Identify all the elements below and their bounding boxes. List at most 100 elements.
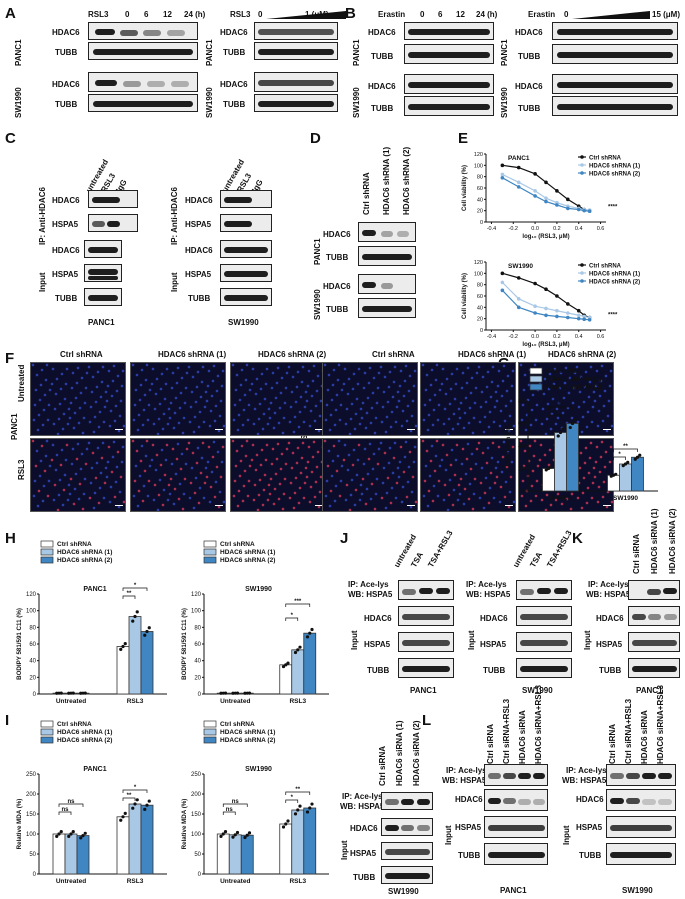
legend-swatch [529, 375, 543, 383]
legend-marker [580, 263, 584, 267]
chart-h-panc1: 0 20 40 60 80 100 120 BODIPY 581/591 C11 (%) PAN… [16, 540, 167, 705]
blot [552, 44, 678, 64]
legend-swatch [529, 367, 543, 375]
panel-label-h: H [5, 530, 16, 547]
c2-input-label: Input [170, 272, 179, 292]
f-col-ctrl: Ctrl shRNA [60, 350, 103, 359]
k2-lane-si2: HDAC6 siRNA (2) [412, 720, 421, 787]
data-point [568, 425, 572, 430]
x-tick-label: -0.4 [487, 334, 496, 340]
l-lane-3: HDAC6 siRNA [518, 710, 527, 764]
l-lane-4: HDAC6 siRNA+RSL3 [534, 685, 543, 764]
k-cell-panc1: PANC1 [636, 686, 663, 695]
chart-i-sw1990: 0 50 100 150 200 250 Relative MDA (%) SW1990 Unt… [181, 720, 329, 885]
blot [398, 580, 454, 600]
legend-label: Ctrl shRNA [220, 721, 255, 728]
chart-title: SW1990 [245, 586, 272, 593]
data-point [247, 831, 252, 835]
data-point [123, 642, 127, 646]
data-point [143, 807, 147, 811]
legend-marker [580, 171, 584, 175]
data-point [223, 691, 228, 695]
y-tick-label: 200 [26, 792, 37, 798]
l2-ip: IP: Ace-lys [566, 766, 607, 775]
data-point [81, 834, 85, 838]
legend-label: HDAC6 shRNA (1) [220, 729, 275, 736]
x-tick-label: 0.0 [531, 334, 539, 340]
data-point [83, 691, 87, 695]
y-tick-label: 0 [33, 872, 37, 878]
l2-lbl-tubb: TUBB [579, 851, 602, 860]
k2-cell-sw1990: SW1990 [388, 887, 419, 896]
j-ip: IP: Ace-lys [348, 580, 389, 589]
d-lane-ctrl: Ctrl shRNA [362, 172, 371, 215]
data-point [582, 208, 586, 213]
sig-mark: **** [608, 312, 618, 318]
x-tick-label: RSL3 [127, 698, 144, 705]
legend-label: Ctrl shRNA [546, 368, 581, 375]
sig-bracket [122, 595, 136, 599]
blot [628, 658, 680, 678]
blot [88, 94, 198, 112]
c2-lbl-tubb: TUBB [188, 294, 211, 303]
data-point [293, 650, 298, 655]
dose-wedge-icon [266, 11, 346, 19]
l-cell-panc1: PANC1 [500, 886, 527, 895]
data-point [121, 644, 125, 649]
panel-label-j: J [340, 530, 349, 547]
x-tick-label: 0.0 [531, 226, 539, 232]
blot [220, 240, 272, 258]
microscopy-image [420, 438, 516, 512]
k-lane-si1: HDAC6 siRNA (1) [650, 508, 659, 575]
b-dose-end: 15 (μM) [652, 10, 681, 19]
data-point [143, 633, 147, 637]
sig-bracket [58, 811, 72, 815]
d-lane-sh2: HDAC6 shRNA (2) [402, 146, 411, 215]
data-point [500, 288, 505, 293]
legend-label: HDAC6 shRNA (2) [220, 557, 275, 564]
legend-label: HDAC6 shRNA (2) [57, 557, 112, 564]
blot [254, 42, 338, 60]
y-tick-label: 50 [194, 852, 201, 858]
bar [228, 834, 242, 875]
blot [484, 843, 548, 865]
f-row-untreated: Untreated [17, 364, 26, 402]
microscopy-image [130, 362, 226, 436]
data-point [566, 311, 570, 315]
bar [619, 463, 632, 492]
scale-bar [505, 505, 513, 506]
blot [484, 764, 548, 786]
l-lane-2: Ctrl siRNA+RSL3 [502, 698, 511, 764]
bar [52, 833, 66, 875]
panel-label-i: I [5, 712, 10, 729]
data-point [635, 455, 640, 459]
sig-mark: ns [61, 807, 69, 813]
y-tick-label: 80 [194, 625, 201, 631]
sig-mark: ** [558, 402, 563, 408]
data-point [284, 822, 288, 826]
y-axis-label: Cell death (%) [505, 426, 512, 467]
y-tick-label: 80 [477, 283, 483, 289]
x-tick-label: SW1990 [613, 495, 638, 502]
blot [552, 74, 678, 94]
y-tick-label: 80 [29, 625, 36, 631]
data-point [83, 831, 87, 835]
data-point [544, 313, 548, 318]
sig-bracket [122, 587, 148, 591]
j2-input: Input [467, 630, 476, 650]
data-point [67, 834, 71, 838]
x-tick-label: 0.4 [575, 334, 583, 340]
d-cell-panc1: PANC1 [313, 238, 322, 265]
b-lbl-tubb-2: TUBB [371, 104, 394, 113]
data-point [79, 691, 83, 695]
data-point [219, 834, 223, 838]
blot [516, 580, 572, 600]
panel-label-d: D [310, 130, 321, 147]
data-point [516, 276, 521, 280]
k2-lbl-tubb: TUBB [353, 873, 376, 882]
panel-label-k: K [572, 530, 583, 547]
y-tick-label: 60 [477, 294, 483, 300]
y-tick-label: 80 [477, 175, 483, 181]
blot [84, 240, 122, 258]
x-tick-label: RSL3 [289, 878, 306, 885]
